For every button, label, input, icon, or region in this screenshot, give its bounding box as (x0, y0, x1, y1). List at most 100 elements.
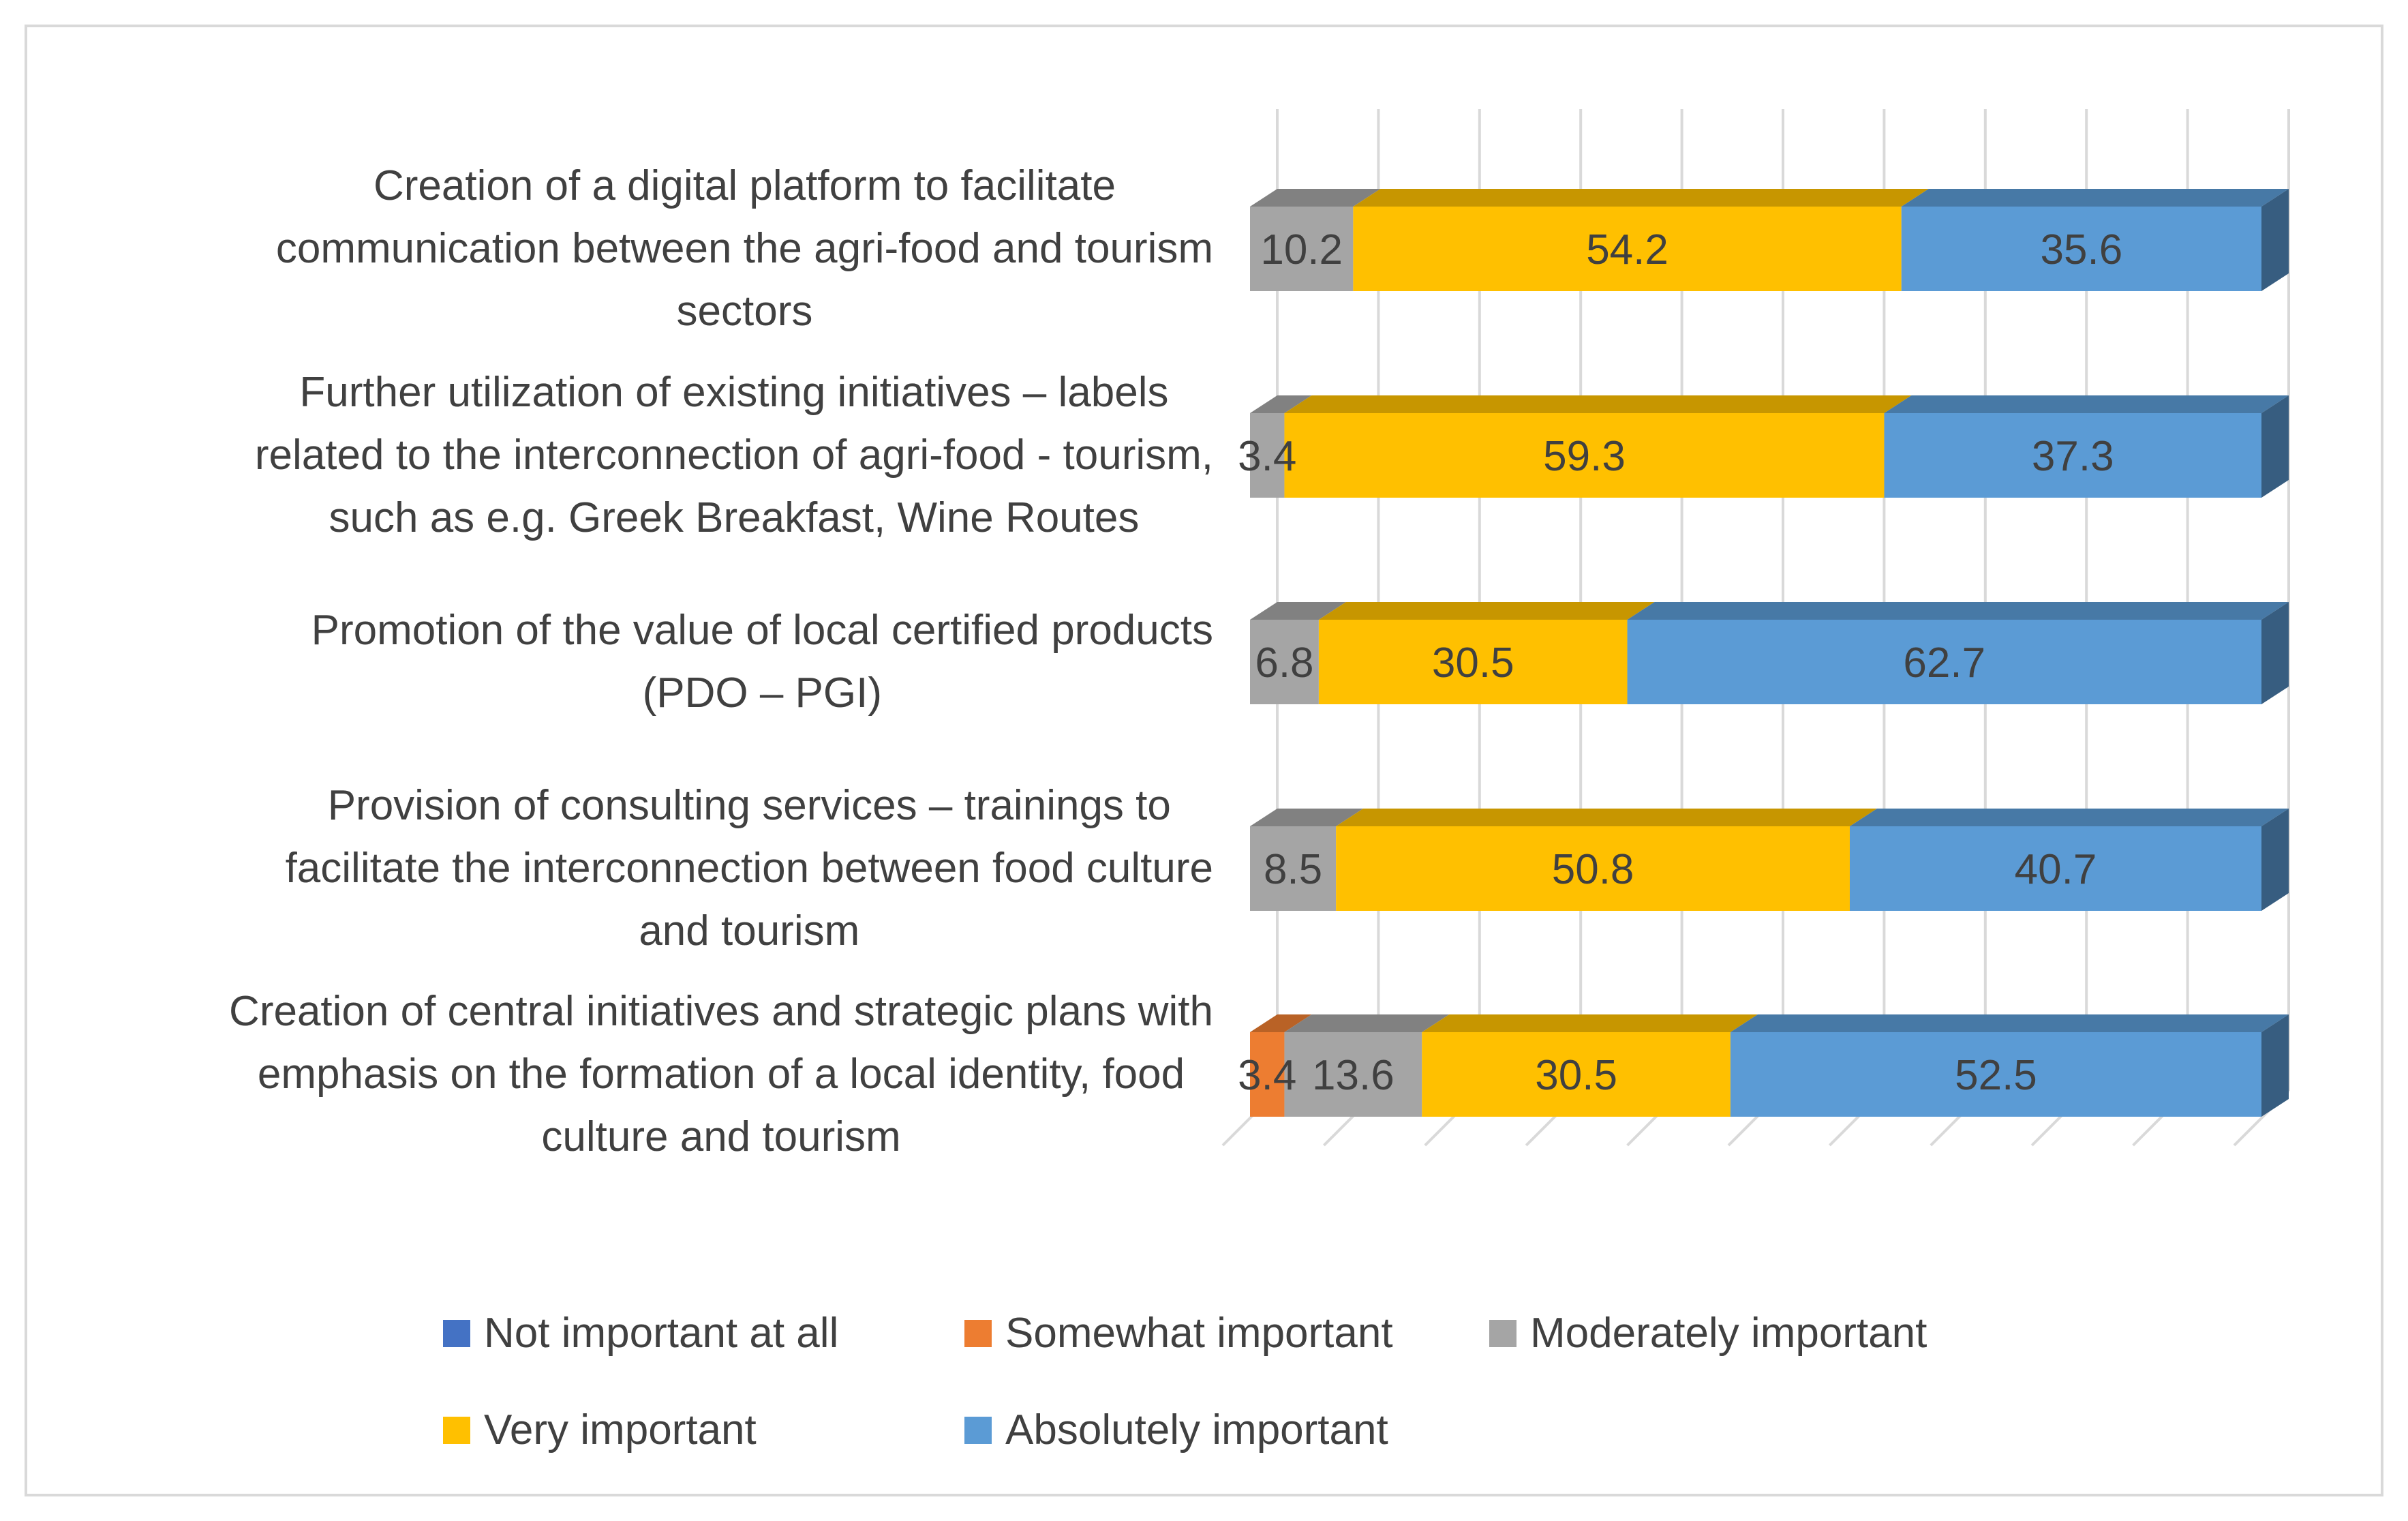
category-label: Provision of consulting services – train… (68, 774, 1213, 963)
data-label: 8.5 (1264, 846, 1322, 893)
legend-item: Absolutely important (964, 1406, 1388, 1454)
bar-top-face (1336, 809, 1878, 826)
category-label-line: (PDO – PGI) (642, 669, 882, 717)
data-label: 37.3 (2032, 433, 2114, 480)
bar-top-face (1318, 602, 1655, 620)
category-label: Creation of a digital platform to facili… (68, 155, 1213, 343)
bar-segment (1318, 602, 1655, 704)
legend-swatch (964, 1319, 992, 1347)
legend-swatch (1489, 1319, 1517, 1347)
category-label-line: such as e.g. Greek Breakfast, Wine Route… (329, 494, 1140, 541)
bar (1901, 207, 2261, 291)
bar-segment (1250, 189, 1381, 291)
bar-top-face (1250, 395, 1312, 413)
category-label-line: facilitate the interconnection between f… (285, 845, 1213, 892)
bar (1250, 207, 1354, 291)
category-label-text: Promotion of the value of local certifie… (311, 599, 1213, 725)
legend-label: Somewhat important (1005, 1310, 1393, 1357)
chart-plot: 10.2 54.2 35.6 3.4 59.3 37.3 6.8 30.5 62.7 8.5 50.… (1221, 109, 2290, 1147)
bar-segment (1850, 809, 2289, 911)
data-label: 62.7 (1903, 639, 1985, 687)
data-label: 52.5 (1955, 1052, 2037, 1099)
bar-top-face (1901, 189, 2289, 207)
bar (1884, 413, 2261, 498)
data-label: 3.4 (1238, 1052, 1296, 1099)
chart-frame: 10.2 54.2 35.6 3.4 59.3 37.3 6.8 30.5 62.7 8.5 50.… (25, 25, 2383, 1496)
category-label-line: and tourism (639, 907, 860, 954)
bar-side-face (2261, 809, 2289, 911)
legend-swatch (443, 1319, 470, 1347)
bar-top-face (1250, 602, 1346, 620)
bar (1284, 1032, 1422, 1117)
bar-side-face (2261, 189, 2289, 291)
legend-item: Moderately important (1489, 1309, 1927, 1357)
category-label-line: emphasis on the formation of a local ide… (257, 1051, 1185, 1098)
bar-top-face (1850, 809, 2289, 826)
category-label-line: Provision of consulting services – train… (327, 782, 1171, 829)
category-label-line: Creation of central initiatives and stra… (229, 988, 1213, 1035)
legend-item: Not important at all (443, 1309, 838, 1357)
bar (1850, 826, 2261, 911)
category-label-line: Creation of a digital platform to facili… (373, 162, 1116, 209)
data-label: 13.6 (1312, 1052, 1394, 1099)
data-label: 50.8 (1552, 846, 1634, 893)
category-label: Promotion of the value of local certifie… (68, 599, 1213, 725)
category-label-line: related to the interconnection of agri-f… (254, 432, 1213, 479)
category-label-line: Promotion of the value of local certifie… (311, 607, 1213, 654)
category-label: Further utilization of existing initiati… (68, 361, 1213, 549)
bar-segment (1284, 1014, 1450, 1117)
bar-segment (1250, 809, 1364, 911)
bar-segment (1336, 809, 1878, 911)
bar-top-face (1627, 602, 2289, 620)
legend-label: Moderately important (1530, 1310, 1927, 1357)
legend-label: Absolutely important (1005, 1406, 1388, 1454)
bar-side-face (2261, 602, 2289, 704)
legend-label: Not important at all (484, 1310, 839, 1357)
data-label: 30.5 (1432, 639, 1514, 687)
bar-side-face (2261, 1014, 2289, 1117)
legend-swatch (964, 1416, 992, 1444)
category-label-text: Provision of consulting services – train… (286, 774, 1213, 963)
legend-label: Very important (484, 1406, 757, 1454)
data-label: 30.5 (1535, 1052, 1617, 1099)
legend-item: Very important (443, 1406, 757, 1454)
data-label: 35.6 (2041, 226, 2123, 273)
bar (1336, 826, 1850, 911)
bar-top-face (1284, 395, 1912, 413)
bar-top-face (1730, 1014, 2289, 1032)
bar-top-face (1353, 189, 1929, 207)
category-label: Creation of central initiatives and stra… (68, 980, 1213, 1169)
category-label-line: Further utilization of existing initiati… (299, 369, 1169, 416)
bar-side-face (2261, 395, 2289, 498)
data-label: 59.3 (1543, 433, 1626, 480)
bar (1730, 1032, 2261, 1117)
bar-segment (1730, 1014, 2289, 1117)
bar-top-face (1284, 1014, 1450, 1032)
bar-segment (1250, 1014, 1312, 1117)
bar (1422, 1032, 1731, 1117)
bar-top-face (1884, 395, 2289, 413)
bar (1353, 207, 1902, 291)
bar-segment (1901, 189, 2289, 291)
category-label-line: culture and tourism (541, 1113, 901, 1160)
bar (1318, 620, 1628, 704)
bar-top-face (1250, 189, 1381, 207)
bar (1627, 620, 2261, 704)
bar-segment (1422, 1014, 1758, 1117)
data-label: 3.4 (1238, 433, 1296, 480)
bar (1284, 413, 1885, 498)
legend-item: Somewhat important (964, 1309, 1393, 1357)
bar-top-face (1422, 1014, 1758, 1032)
category-label-text: Creation of central initiatives and stra… (229, 980, 1213, 1169)
bar (1250, 1032, 1285, 1117)
bar-segment (1250, 602, 1346, 704)
bar-segment (1884, 395, 2289, 498)
data-label: 10.2 (1260, 226, 1343, 273)
bar-segment (1284, 395, 1912, 498)
category-label-line: sectors (676, 288, 813, 335)
category-label-text: Creation of a digital platform to facili… (276, 155, 1213, 343)
data-label: 40.7 (2015, 846, 2097, 893)
bar (1250, 826, 1337, 911)
bar-top-face (1250, 809, 1364, 826)
bar-segment (1627, 602, 2289, 704)
